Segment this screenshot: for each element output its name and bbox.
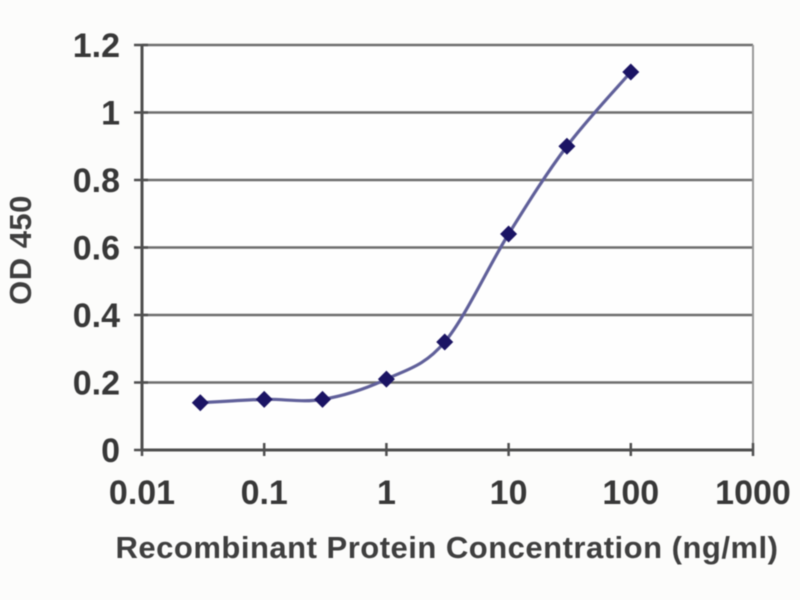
data-point-marker [377,370,395,388]
y-axis-title: OD 450 [3,195,38,305]
data-point-marker [255,390,273,408]
y-tick-label: 0 [101,432,120,470]
x-tick-label: 1000 [715,474,791,512]
data-point-marker [436,333,454,351]
x-tick-label: 0.01 [109,474,175,512]
y-tick-label: 0.2 [73,365,120,403]
x-tick-label: 0.1 [241,474,288,512]
y-tick-label: 0.4 [73,297,120,335]
x-tick-label: 10 [490,474,528,512]
x-axis-title: Recombinant Protein Concentration (ng/ml… [115,530,779,565]
x-tick-label: 100 [602,474,659,512]
y-tick-label: 1.2 [73,27,120,65]
y-tick-label: 1 [101,95,120,133]
data-point-marker [558,137,576,155]
y-tick-label: 0.6 [73,230,120,268]
x-tick-label: 1 [377,474,396,512]
data-point-marker [314,390,332,408]
data-point-marker [622,63,640,81]
y-tick-label: 0.8 [73,162,120,200]
data-point-marker [191,394,209,412]
data-point-marker [500,225,518,243]
